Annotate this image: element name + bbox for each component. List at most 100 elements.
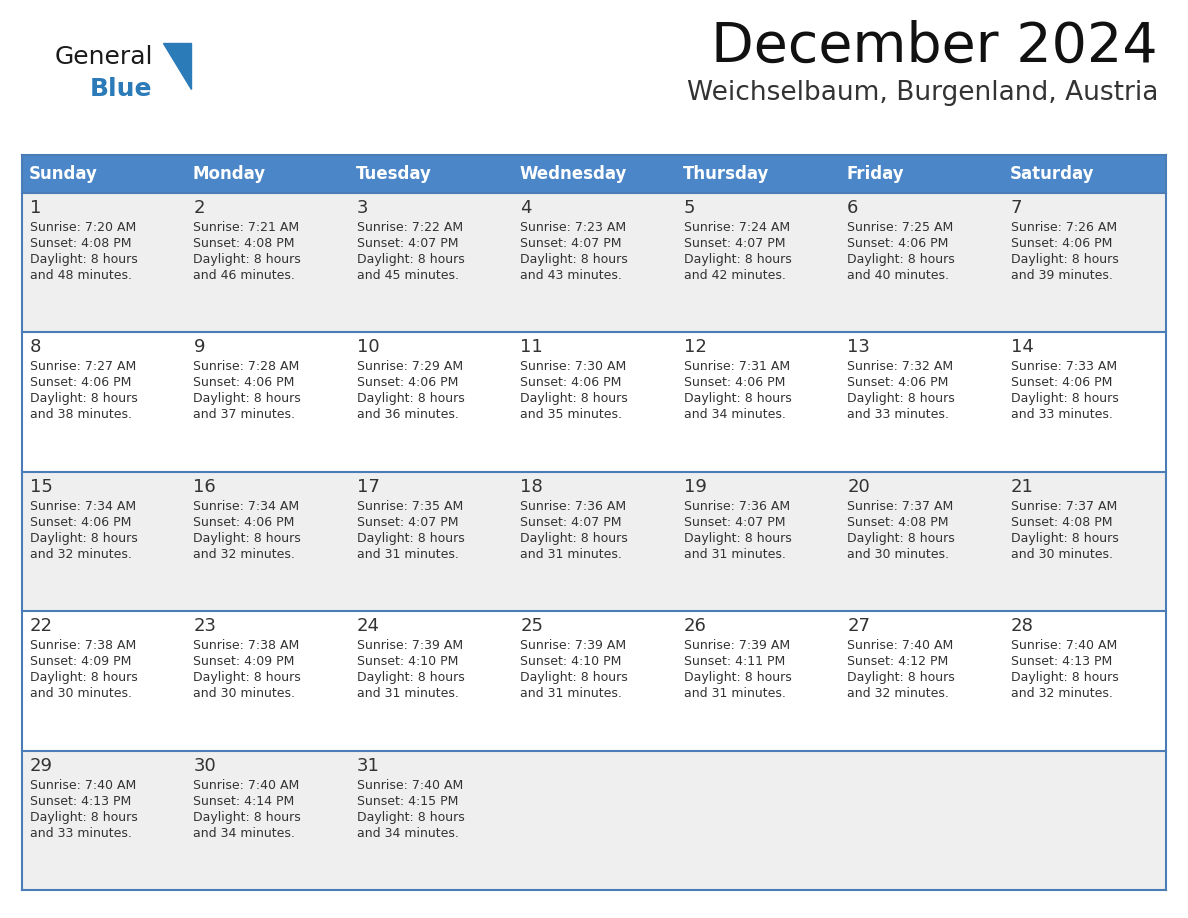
Text: Daylight: 8 hours: Daylight: 8 hours [1011, 532, 1118, 544]
Text: Sunset: 4:07 PM: Sunset: 4:07 PM [356, 237, 459, 250]
Text: Sunrise: 7:37 AM: Sunrise: 7:37 AM [1011, 499, 1117, 513]
Text: Daylight: 8 hours: Daylight: 8 hours [30, 811, 138, 823]
Text: Sunrise: 7:33 AM: Sunrise: 7:33 AM [1011, 361, 1117, 374]
Text: and 36 minutes.: and 36 minutes. [356, 409, 459, 421]
Text: Daylight: 8 hours: Daylight: 8 hours [847, 532, 955, 544]
Polygon shape [163, 43, 191, 89]
Text: Sunrise: 7:40 AM: Sunrise: 7:40 AM [356, 778, 463, 791]
Text: Daylight: 8 hours: Daylight: 8 hours [356, 392, 465, 406]
Text: and 35 minutes.: and 35 minutes. [520, 409, 623, 421]
Text: Sunrise: 7:36 AM: Sunrise: 7:36 AM [684, 499, 790, 513]
Text: and 45 minutes.: and 45 minutes. [356, 269, 459, 282]
Bar [185, 155, 349, 193]
Text: Daylight: 8 hours: Daylight: 8 hours [520, 671, 628, 684]
Text: and 31 minutes.: and 31 minutes. [684, 548, 785, 561]
Text: and 34 minutes.: and 34 minutes. [356, 826, 459, 840]
Text: Sunset: 4:06 PM: Sunset: 4:06 PM [1011, 376, 1112, 389]
Bar [23, 155, 185, 193]
Text: Daylight: 8 hours: Daylight: 8 hours [30, 392, 138, 406]
Text: and 34 minutes.: and 34 minutes. [684, 409, 785, 421]
Text: Sunrise: 7:35 AM: Sunrise: 7:35 AM [356, 499, 463, 513]
Text: Sunset: 4:07 PM: Sunset: 4:07 PM [684, 237, 785, 250]
Text: Sunset: 4:06 PM: Sunset: 4:06 PM [356, 376, 459, 389]
Text: Sunset: 4:13 PM: Sunset: 4:13 PM [30, 795, 131, 808]
Text: Sunrise: 7:40 AM: Sunrise: 7:40 AM [30, 778, 137, 791]
Text: Thursday: Thursday [683, 165, 769, 183]
Text: Daylight: 8 hours: Daylight: 8 hours [684, 392, 791, 406]
Text: Sunrise: 7:22 AM: Sunrise: 7:22 AM [356, 221, 463, 234]
Text: 6: 6 [847, 199, 859, 217]
Text: Daylight: 8 hours: Daylight: 8 hours [520, 253, 628, 266]
Text: 16: 16 [194, 477, 216, 496]
Text: Sunset: 4:08 PM: Sunset: 4:08 PM [194, 237, 295, 250]
Text: Daylight: 8 hours: Daylight: 8 hours [30, 253, 138, 266]
Text: Sunset: 4:08 PM: Sunset: 4:08 PM [1011, 516, 1112, 529]
Text: 8: 8 [30, 339, 42, 356]
Text: Daylight: 8 hours: Daylight: 8 hours [356, 253, 465, 266]
Text: 12: 12 [684, 339, 707, 356]
Text: Sunrise: 7:38 AM: Sunrise: 7:38 AM [30, 639, 137, 652]
Text: and 31 minutes.: and 31 minutes. [356, 548, 459, 561]
Text: Sunrise: 7:34 AM: Sunrise: 7:34 AM [194, 499, 299, 513]
Text: 22: 22 [30, 617, 53, 635]
Text: Sunset: 4:15 PM: Sunset: 4:15 PM [356, 795, 459, 808]
Text: 10: 10 [356, 339, 379, 356]
Text: December 2024: December 2024 [712, 20, 1158, 74]
Text: Daylight: 8 hours: Daylight: 8 hours [684, 532, 791, 544]
Text: Sunset: 4:14 PM: Sunset: 4:14 PM [194, 795, 295, 808]
Text: Sunrise: 7:37 AM: Sunrise: 7:37 AM [847, 499, 954, 513]
Text: Tuesday: Tuesday [356, 165, 431, 183]
Text: and 32 minutes.: and 32 minutes. [1011, 688, 1112, 700]
Text: Sunset: 4:07 PM: Sunset: 4:07 PM [520, 237, 621, 250]
Text: and 30 minutes.: and 30 minutes. [30, 688, 132, 700]
Text: 11: 11 [520, 339, 543, 356]
Text: 20: 20 [847, 477, 870, 496]
Text: and 33 minutes.: and 33 minutes. [847, 409, 949, 421]
Text: Wednesday: Wednesday [519, 165, 626, 183]
Text: and 32 minutes.: and 32 minutes. [847, 688, 949, 700]
Text: Sunrise: 7:31 AM: Sunrise: 7:31 AM [684, 361, 790, 374]
Text: General: General [55, 45, 153, 69]
Text: Sunrise: 7:39 AM: Sunrise: 7:39 AM [356, 639, 463, 652]
Text: Sunrise: 7:27 AM: Sunrise: 7:27 AM [30, 361, 137, 374]
Bar [23, 472, 1165, 611]
Text: Daylight: 8 hours: Daylight: 8 hours [194, 811, 302, 823]
Text: 29: 29 [30, 756, 53, 775]
Text: Sunrise: 7:38 AM: Sunrise: 7:38 AM [194, 639, 299, 652]
Text: and 40 minutes.: and 40 minutes. [847, 269, 949, 282]
Text: Monday: Monday [192, 165, 266, 183]
Text: 18: 18 [520, 477, 543, 496]
Text: Sunset: 4:06 PM: Sunset: 4:06 PM [847, 376, 948, 389]
Text: and 30 minutes.: and 30 minutes. [194, 688, 296, 700]
Text: Sunrise: 7:40 AM: Sunrise: 7:40 AM [194, 778, 299, 791]
Text: 19: 19 [684, 477, 707, 496]
Text: Saturday: Saturday [1010, 165, 1094, 183]
Text: and 31 minutes.: and 31 minutes. [356, 688, 459, 700]
Text: and 38 minutes.: and 38 minutes. [30, 409, 132, 421]
Text: and 43 minutes.: and 43 minutes. [520, 269, 623, 282]
Text: and 32 minutes.: and 32 minutes. [194, 548, 296, 561]
Text: Daylight: 8 hours: Daylight: 8 hours [520, 392, 628, 406]
Bar [23, 193, 1165, 332]
Text: 7: 7 [1011, 199, 1022, 217]
Text: Sunset: 4:08 PM: Sunset: 4:08 PM [30, 237, 132, 250]
Text: Daylight: 8 hours: Daylight: 8 hours [194, 253, 302, 266]
Text: Sunday: Sunday [29, 165, 97, 183]
Text: and 46 minutes.: and 46 minutes. [194, 269, 296, 282]
Text: Sunrise: 7:24 AM: Sunrise: 7:24 AM [684, 221, 790, 234]
Text: Friday: Friday [846, 165, 904, 183]
Text: Daylight: 8 hours: Daylight: 8 hours [1011, 253, 1118, 266]
Text: 9: 9 [194, 339, 204, 356]
Text: Sunrise: 7:39 AM: Sunrise: 7:39 AM [520, 639, 626, 652]
Text: and 30 minutes.: and 30 minutes. [847, 548, 949, 561]
Text: Daylight: 8 hours: Daylight: 8 hours [1011, 392, 1118, 406]
Text: Daylight: 8 hours: Daylight: 8 hours [847, 392, 955, 406]
Text: 26: 26 [684, 617, 707, 635]
Text: Daylight: 8 hours: Daylight: 8 hours [684, 671, 791, 684]
Text: Sunset: 4:07 PM: Sunset: 4:07 PM [356, 516, 459, 529]
Text: Sunset: 4:12 PM: Sunset: 4:12 PM [847, 655, 948, 668]
Text: Daylight: 8 hours: Daylight: 8 hours [356, 811, 465, 823]
Text: Sunset: 4:06 PM: Sunset: 4:06 PM [520, 376, 621, 389]
Bar [23, 332, 1165, 472]
Text: 13: 13 [847, 339, 870, 356]
